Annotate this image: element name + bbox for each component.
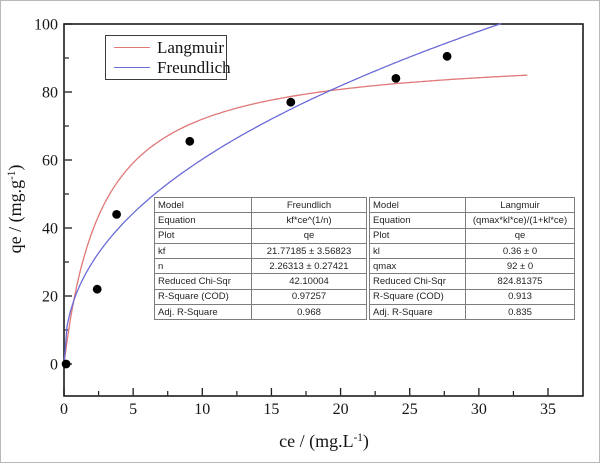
table-row: Adj. R-Square 0.968: [154, 304, 367, 321]
param-label: Equation: [154, 212, 252, 229]
param-value: 0.36 ± 0: [465, 242, 575, 260]
table-row: Plot qe: [154, 227, 367, 244]
param-label: Reduced Chi-Sqr: [369, 273, 466, 290]
param-label: Adj. R-Square: [369, 304, 466, 321]
y-tick-label: 100: [34, 17, 58, 34]
table-row: Reduced Chi-Sqr 42.10004: [154, 273, 367, 290]
legend: Langmuir Freundlich: [105, 35, 231, 80]
y-tick-label: 80: [42, 85, 58, 102]
param-value: 0.968: [251, 304, 367, 321]
param-label: Plot: [154, 227, 252, 244]
table-row: kl 0.36 ± 0: [369, 242, 575, 260]
table-row: Model Freundlich: [154, 196, 367, 214]
param-label: kl: [369, 242, 466, 260]
y-tick-label: 0: [50, 357, 58, 374]
legend-entry-langmuir: Langmuir: [106, 38, 226, 58]
y-tick-label: 20: [42, 289, 58, 306]
data-point: [92, 284, 102, 294]
x-tick-label: 5: [129, 401, 137, 418]
plot-frame: [63, 23, 584, 397]
table-row: Model Langmuir: [369, 196, 575, 214]
param-value: (qmax*kl*ce)/(1+kl*ce): [465, 212, 575, 229]
data-point: [391, 74, 401, 83]
legend-entry-freundlich: Freundlich: [106, 58, 231, 78]
freundlich-curve: [63, 22, 502, 365]
y-axis-label-close: ): [5, 164, 25, 171]
freundlich-line-swatch: [114, 67, 150, 68]
param-value: 42.10004: [251, 273, 367, 290]
langmuir-curve: [63, 74, 528, 365]
frame-rect: [63, 23, 584, 397]
param-value: 21.77185 ± 3.56823: [251, 242, 367, 260]
param-label: Model: [154, 196, 252, 214]
tick-labels: 0 5 10 15 20 25 30 35 0 20 40 60 80 100: [34, 17, 556, 419]
param-value: Freundlich: [251, 196, 367, 214]
param-label: qmax: [369, 258, 466, 275]
data-point: [61, 359, 71, 369]
param-value: Langmuir: [465, 196, 575, 214]
data-point: [185, 136, 195, 146]
param-value: 0.97257: [251, 288, 367, 306]
x-axis-label: ce / (mg.L-1): [234, 431, 414, 452]
data-point: [112, 210, 121, 219]
param-label: Plot: [369, 227, 466, 244]
y-axis-label-superscript: -1: [5, 170, 18, 180]
param-value: 92 ± 0: [465, 258, 575, 275]
param-value: 824.81375: [465, 273, 575, 290]
x-tick-label: 0: [60, 401, 68, 418]
table-row: Equation kf*ce^(1/n): [154, 212, 367, 229]
x-tick-label: 30: [471, 401, 487, 418]
param-value: 0.913: [465, 288, 575, 306]
param-label: R-Square (COD): [369, 288, 466, 306]
table-row: R-Square (COD) 0.97257: [154, 288, 367, 306]
param-label: R-Square (COD): [154, 288, 252, 306]
legend-label-freundlich: Freundlich: [157, 57, 231, 77]
y-axis-label-text: qe / (mg.g: [5, 179, 25, 254]
param-value: 2.26313 ± 0.27421: [251, 258, 367, 275]
table-row: R-Square (COD) 0.913: [369, 288, 575, 306]
param-label: Model: [369, 196, 466, 214]
param-value: 0.835: [465, 304, 575, 321]
table-row: Adj. R-Square 0.835: [369, 304, 575, 321]
param-label: kf: [154, 242, 252, 260]
x-tick-label: 15: [263, 401, 279, 418]
fit-curves: [63, 22, 528, 365]
y-tick-label: 40: [42, 221, 58, 238]
param-label: Equation: [369, 212, 466, 229]
table-row: Reduced Chi-Sqr 824.81375: [369, 273, 575, 290]
x-axis-label-text: ce / (mg.L: [279, 431, 354, 451]
langmuir-table: Model Langmuir Equation (qmax*kl*ce)/(1+kl*…: [369, 196, 575, 321]
param-value: qe: [465, 227, 575, 244]
table-row: qmax 92 ± 0: [369, 258, 575, 275]
data-points: [61, 51, 452, 369]
x-tick-label: 20: [333, 401, 349, 418]
legend-label-langmuir: Langmuir: [157, 37, 225, 57]
table-row: Equation (qmax*kl*ce)/(1+kl*ce): [369, 212, 575, 229]
param-label: n: [154, 258, 252, 275]
table-row: Plot qe: [369, 227, 575, 244]
data-point: [286, 97, 296, 107]
data-point: [442, 51, 452, 61]
x-tick-label: 25: [402, 401, 418, 418]
x-axis-label-superscript: -1: [353, 431, 363, 444]
param-label: Adj. R-Square: [154, 304, 252, 321]
x-tick-label: 35: [540, 401, 556, 418]
y-tick-label: 60: [42, 153, 58, 170]
param-value: kf*ce^(1/n): [251, 212, 367, 229]
x-tick-label: 10: [194, 401, 210, 418]
param-label: Reduced Chi-Sqr: [154, 273, 252, 290]
param-value: qe: [251, 227, 367, 244]
freundlich-table: Model Freundlich Equation kf*ce^(1/n) Plot qe…: [154, 196, 367, 321]
y-axis-label: qe / (mg.g-1): [5, 138, 29, 280]
table-row: kf 21.77185 ± 3.56823: [154, 242, 367, 260]
x-axis-label-close: ): [362, 431, 369, 451]
langmuir-line-swatch: [114, 47, 150, 48]
table-row: n 2.26313 ± 0.27421: [154, 258, 367, 275]
